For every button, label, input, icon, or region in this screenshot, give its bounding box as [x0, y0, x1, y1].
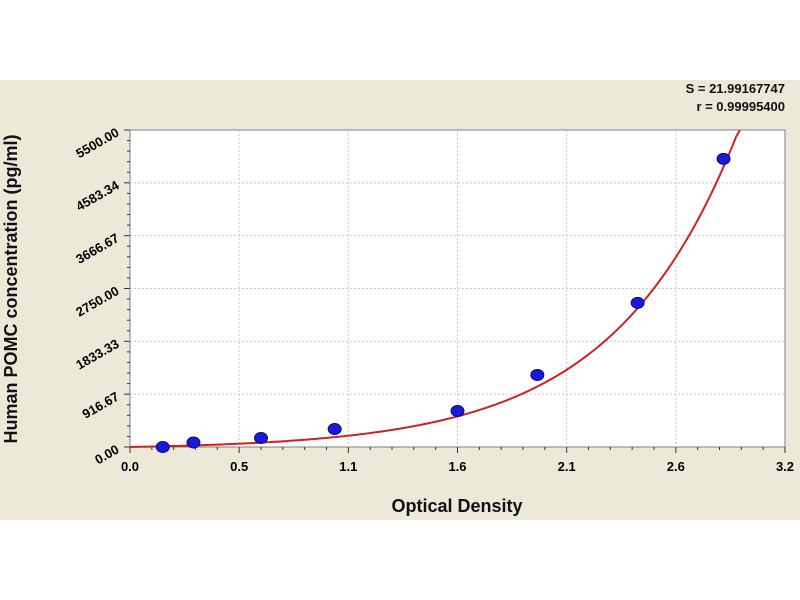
x-tick-label: 1.6 [448, 459, 466, 474]
x-axis-title: Optical Density [391, 496, 522, 516]
x-tick-label: 2.1 [558, 459, 576, 474]
x-tick-label: 0.0 [121, 459, 139, 474]
stat-r-value: r = 0.99995400 [696, 99, 785, 114]
grid-lines [130, 130, 785, 447]
data-point [155, 441, 170, 453]
x-tick-label: 2.6 [667, 459, 685, 474]
stat-s-value: S = 21.99167747 [686, 81, 785, 96]
x-tick-label: 1.1 [339, 459, 357, 474]
data-point [716, 152, 731, 165]
data-point [530, 368, 545, 381]
data-point [450, 404, 465, 417]
x-tick-label: 0.5 [230, 459, 248, 474]
data-point [630, 296, 645, 309]
data-point [254, 432, 268, 445]
data-point [327, 423, 342, 436]
x-axis: 0.0 0.5 1.1 1.6 2.1 2.6 3.2 [121, 447, 794, 474]
data-points [155, 152, 731, 453]
data-point [186, 436, 201, 449]
x-tick-label: 3.2 [776, 459, 794, 474]
y-axis-title: Human POMC concentration (pg/ml) [1, 134, 21, 443]
